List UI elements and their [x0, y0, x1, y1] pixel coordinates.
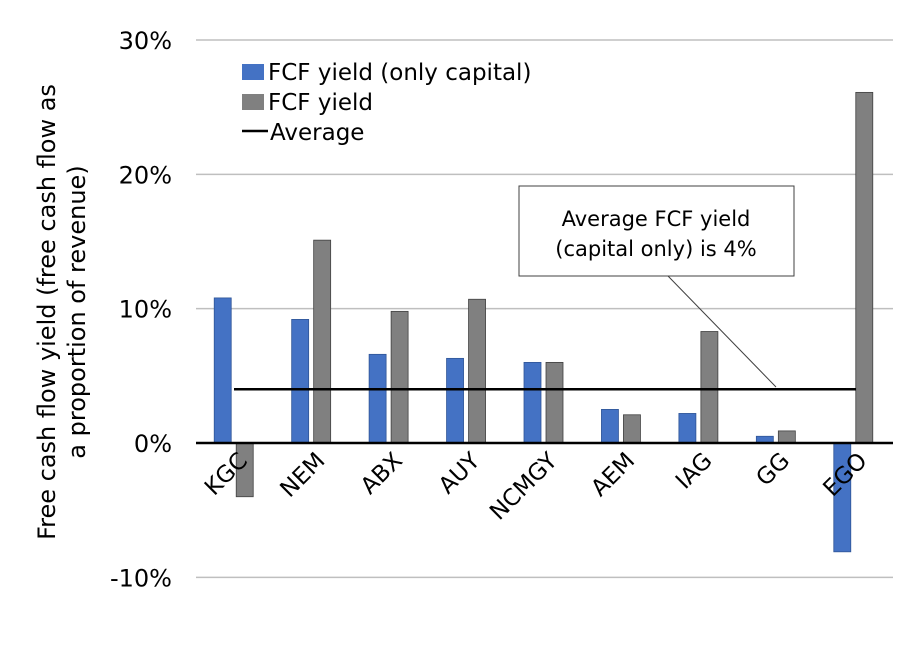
y-axis-ticks: -10% 0% 10% 20% 30%: [110, 27, 172, 592]
category-labels: KGC NEM ABX AUY NCMGY AEM IAG GG EGO: [200, 447, 873, 525]
bar-fcf-yield-ego: [855, 91, 874, 444]
bar-fcf-yield-capital-aem: [601, 409, 619, 444]
bar-fcf-yield-ncmgy: [545, 361, 564, 444]
category-label-nem: NEM: [276, 448, 331, 503]
bar-fcf-yield-capital-abx: [368, 353, 387, 444]
bar-fcf-yield-auy: [468, 298, 486, 444]
category-label-iag: IAG: [671, 448, 718, 495]
y-axis-title-line-2: a proportion of revenue): [63, 165, 91, 458]
annotation: Average FCF yield (capital only) is 4%: [518, 185, 795, 388]
y-tick-label: 30%: [119, 27, 172, 55]
bars: [213, 91, 874, 553]
legend-swatch-fcf-yield: [242, 94, 264, 110]
y-tick-label: 10%: [119, 296, 172, 324]
bar-fcf-yield-capital-nem: [291, 319, 310, 444]
bar-fcf-yield-capital-iag: [678, 413, 697, 444]
y-axis-title-line-1: Free cash flow yield (free cash flow as: [33, 84, 61, 540]
annotation-line-1: Average FCF yield: [562, 207, 751, 231]
bar-fcf-yield-nem: [313, 239, 332, 444]
category-label-gg: GG: [751, 448, 795, 492]
bar-fcf-yield-capital-auy: [446, 357, 464, 444]
legend-label-average: Average: [270, 120, 364, 146]
annotation-line-2: (capital only) is 4%: [555, 237, 756, 261]
legend-label-fcf-yield-capital: FCF yield (only capital): [268, 60, 531, 86]
bar-fcf-yield-iag: [700, 331, 719, 444]
y-tick-label: 0%: [134, 430, 172, 458]
category-label-aem: AEM: [586, 448, 640, 502]
category-label-auy: AUY: [434, 447, 486, 499]
bar-fcf-yield-capital-kgc: [213, 297, 232, 444]
legend-label-fcf-yield: FCF yield: [268, 90, 373, 116]
annotation-leader-line: [667, 275, 777, 388]
bar-fcf-yield-capital-ncmgy: [523, 361, 542, 444]
annotation-box: [518, 185, 795, 277]
category-label-ncmgy: NCMGY: [485, 447, 563, 525]
legend-swatch-fcf-yield-capital: [242, 64, 264, 80]
legend: FCF yield (only capital) FCF yield Avera…: [242, 60, 531, 146]
bar-fcf-yield-abx: [390, 310, 409, 444]
gridlines: [196, 39, 893, 579]
y-tick-label: -10%: [110, 564, 172, 592]
y-axis-title: Free cash flow yield (free cash flow as …: [33, 84, 91, 540]
category-label-abx: ABX: [356, 448, 408, 500]
bar-fcf-yield-gg: [777, 430, 796, 444]
y-tick-label: 20%: [119, 161, 172, 189]
bar-fcf-yield-aem: [623, 414, 641, 444]
